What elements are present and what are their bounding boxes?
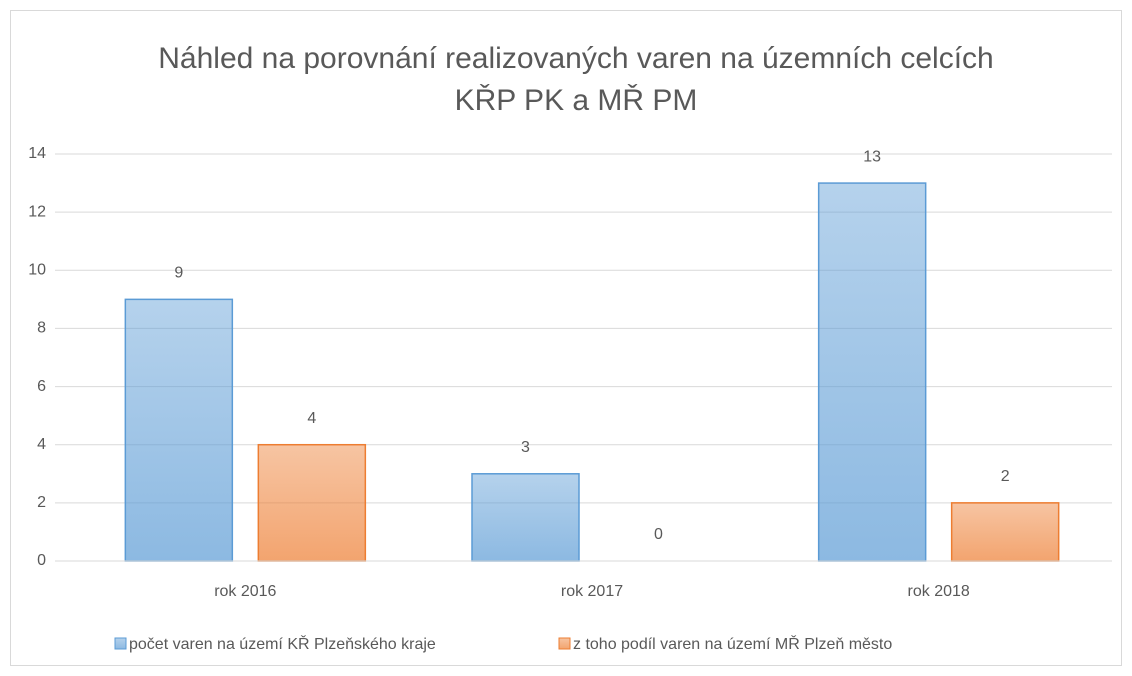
chart-frame: [10, 10, 1122, 666]
bar: [817, 182, 927, 562]
y-tick-label: 6: [37, 378, 46, 395]
data-label: 3: [521, 439, 530, 456]
x-tick-label: rok 2018: [908, 583, 970, 600]
bar: [950, 502, 1060, 562]
x-tick-label: rok 2016: [214, 583, 276, 600]
y-tick-label: 12: [28, 203, 46, 220]
legend-swatch: [114, 637, 127, 650]
chart-title: Náhled na porovnání realizovaných varen …: [158, 42, 994, 117]
data-label: 9: [174, 265, 183, 282]
y-tick-label: 4: [37, 436, 46, 453]
bar: [257, 443, 367, 562]
y-tick-label: 0: [37, 552, 46, 569]
x-tick-label: rok 2017: [561, 583, 623, 600]
bar: [124, 298, 234, 562]
data-label: 4: [307, 410, 316, 427]
data-label: 2: [1001, 468, 1010, 485]
y-tick-label: 10: [28, 262, 46, 279]
y-tick-label: 2: [37, 494, 46, 511]
legend-label: z toho podíl varen na území MŘ Plzeň měs…: [573, 634, 892, 653]
data-label: 0: [654, 526, 663, 543]
legend-swatch: [558, 637, 571, 650]
data-label: 13: [863, 148, 881, 165]
bar: [471, 473, 580, 562]
y-tick-label: 8: [37, 320, 46, 337]
y-tick-label: 14: [28, 145, 46, 162]
legend-label: počet varen na území KŘ Plzeňského kraje: [129, 634, 436, 653]
